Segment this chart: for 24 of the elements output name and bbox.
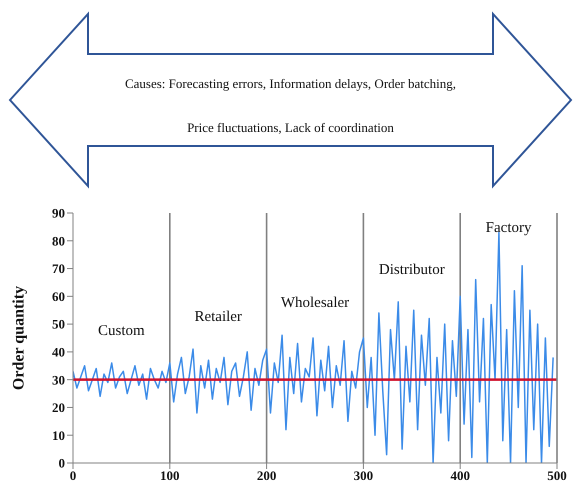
y-tick-label: 40 xyxy=(52,344,65,360)
y-tick-label: 10 xyxy=(52,428,65,443)
y-tick-label: 30 xyxy=(52,372,65,388)
x-tick-label: 400 xyxy=(450,468,470,484)
y-tick-label: 0 xyxy=(58,456,65,471)
annotation: Factory xyxy=(486,220,532,236)
y-tick-label: 50 xyxy=(52,316,65,332)
y-tick-label: 20 xyxy=(52,400,65,416)
text: Causes: Forecasting errors, Information delays, Order batching, xyxy=(124,76,456,91)
y-tick-label: 60 xyxy=(52,288,65,304)
text: Price fluctuations, Lack of coordination xyxy=(187,120,394,135)
x-tick-label: 0 xyxy=(70,468,76,484)
annotation: Distributor xyxy=(378,262,445,278)
x-tick-label: 200 xyxy=(256,468,276,484)
y-axis-title: Order quantity xyxy=(10,286,28,390)
annotation: Retailer xyxy=(194,309,242,326)
y-tick-label: 70 xyxy=(52,261,65,276)
x-tick-label: 500 xyxy=(547,468,567,484)
y-tick-label: 90 xyxy=(52,206,65,221)
x-tick-label: 100 xyxy=(160,468,180,484)
annotation: Custom xyxy=(98,322,146,339)
x-tick-label: 300 xyxy=(354,468,374,484)
y-tick-label: 80 xyxy=(52,233,65,248)
annotation: Wholesaler xyxy=(280,295,350,312)
